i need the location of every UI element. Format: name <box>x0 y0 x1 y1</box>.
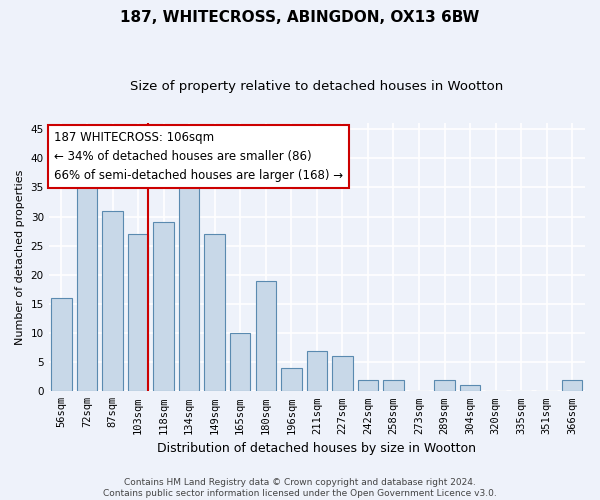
Bar <box>230 333 250 392</box>
Text: 187 WHITECROSS: 106sqm
← 34% of detached houses are smaller (86)
66% of semi-det: 187 WHITECROSS: 106sqm ← 34% of detached… <box>54 132 343 182</box>
Bar <box>103 210 123 392</box>
Bar <box>383 380 404 392</box>
Bar <box>332 356 353 392</box>
Bar <box>179 188 199 392</box>
Bar <box>434 380 455 392</box>
Text: 187, WHITECROSS, ABINGDON, OX13 6BW: 187, WHITECROSS, ABINGDON, OX13 6BW <box>121 10 479 25</box>
Bar <box>460 386 480 392</box>
Bar <box>205 234 225 392</box>
X-axis label: Distribution of detached houses by size in Wootton: Distribution of detached houses by size … <box>157 442 476 455</box>
Text: Contains HM Land Registry data © Crown copyright and database right 2024.
Contai: Contains HM Land Registry data © Crown c… <box>103 478 497 498</box>
Bar <box>154 222 174 392</box>
Bar <box>562 380 583 392</box>
Bar <box>256 280 276 392</box>
Bar <box>307 350 327 392</box>
Bar <box>51 298 71 392</box>
Bar <box>358 380 378 392</box>
Bar <box>281 368 302 392</box>
Y-axis label: Number of detached properties: Number of detached properties <box>15 170 25 345</box>
Bar <box>128 234 148 392</box>
Bar <box>77 188 97 392</box>
Title: Size of property relative to detached houses in Wootton: Size of property relative to detached ho… <box>130 80 503 93</box>
